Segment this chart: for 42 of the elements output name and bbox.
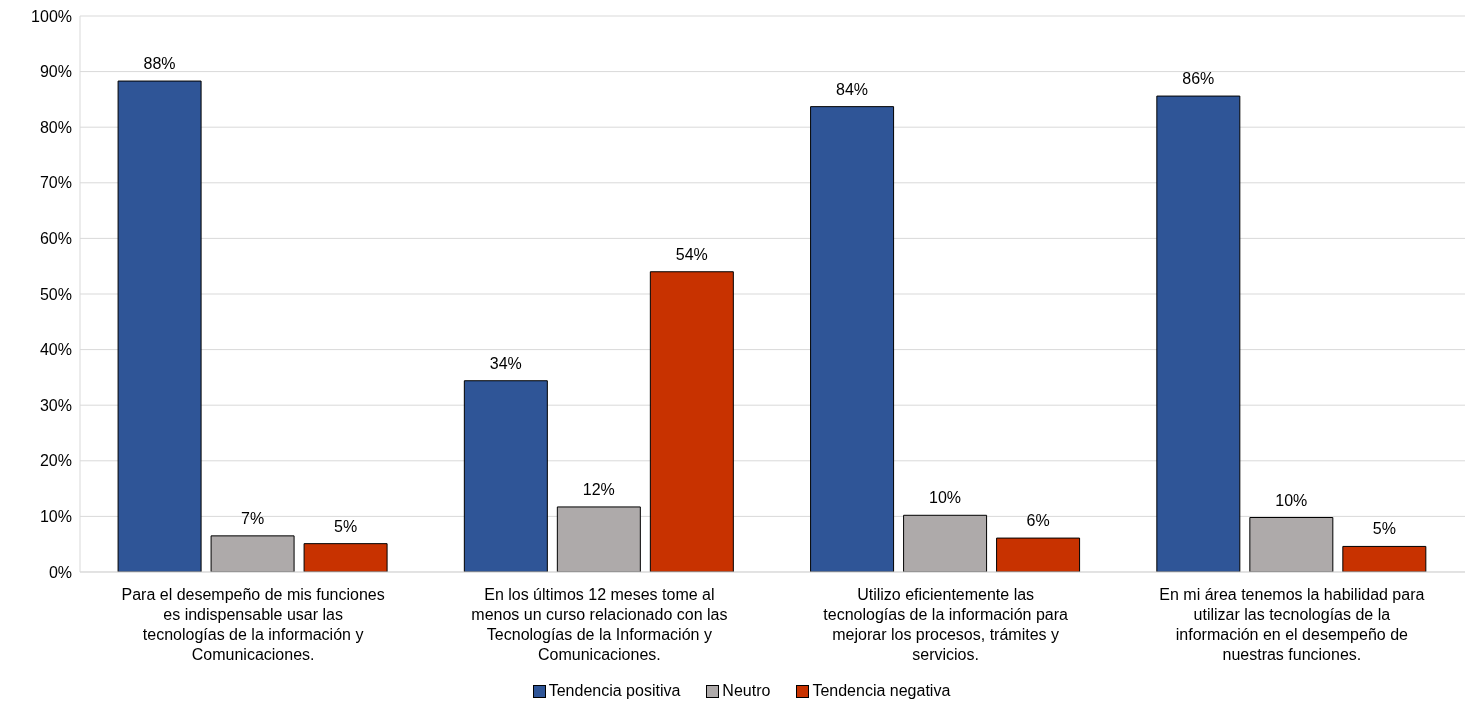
x-tick-label: Para el desempeño de mis funciones es indispensable usar las tecnologías de la información y Comunicaciones. <box>121 586 385 663</box>
bar <box>210 535 295 572</box>
y-tick-label: 10% <box>39 508 72 526</box>
y-tick-label: 60% <box>39 230 72 248</box>
data-label: 88% <box>143 55 176 73</box>
y-tick-label: 70% <box>39 174 72 192</box>
legend-label: Tendencia positiva <box>547 682 681 700</box>
data-label: 5% <box>334 517 358 535</box>
bar <box>649 271 734 572</box>
y-tick-label: 20% <box>39 452 72 470</box>
bar <box>810 106 895 572</box>
x-tick-label: En mi área tenemos la habilidad para utilizar las tecnologías de la información en el desempeño de nuestras funciones. <box>1159 586 1425 663</box>
bar <box>1156 95 1241 572</box>
y-tick-label: 40% <box>39 341 72 359</box>
y-tick-label: 30% <box>39 396 72 414</box>
x-tick-label: En los últimos 12 meses tome al menos un curso relacionado con las Tecnologías de la Información y Comunicaciones. <box>471 586 728 663</box>
y-tick-label: 100% <box>31 7 72 25</box>
bar <box>903 514 988 572</box>
x-tick-label: Utilizo eficientemente las tecnologías de la información para mejorar los procesos, trámites y servicios. <box>823 586 1069 663</box>
legend-label: Tendencia negativa <box>811 682 951 700</box>
y-tick-label: 0% <box>48 563 72 581</box>
data-label: 34% <box>489 354 522 372</box>
data-label: 5% <box>1372 520 1396 538</box>
bar <box>117 80 202 572</box>
bar <box>463 380 548 572</box>
y-tick-label: 50% <box>39 285 72 303</box>
data-label: 7% <box>241 509 265 527</box>
data-label: 10% <box>1275 491 1308 509</box>
y-tick-label: 80% <box>39 118 72 136</box>
y-tick-label: 90% <box>39 63 72 81</box>
data-label: 12% <box>582 480 615 498</box>
bar <box>556 506 641 572</box>
bar <box>303 543 388 572</box>
bar <box>1342 545 1427 572</box>
bar <box>996 537 1081 572</box>
legend-label: Neutro <box>721 682 771 700</box>
data-label: 10% <box>929 489 962 507</box>
data-label: 84% <box>836 80 869 98</box>
data-label: 6% <box>1026 512 1050 530</box>
data-label: 86% <box>1182 70 1215 88</box>
data-label: 54% <box>675 245 708 263</box>
bar <box>1249 517 1334 572</box>
